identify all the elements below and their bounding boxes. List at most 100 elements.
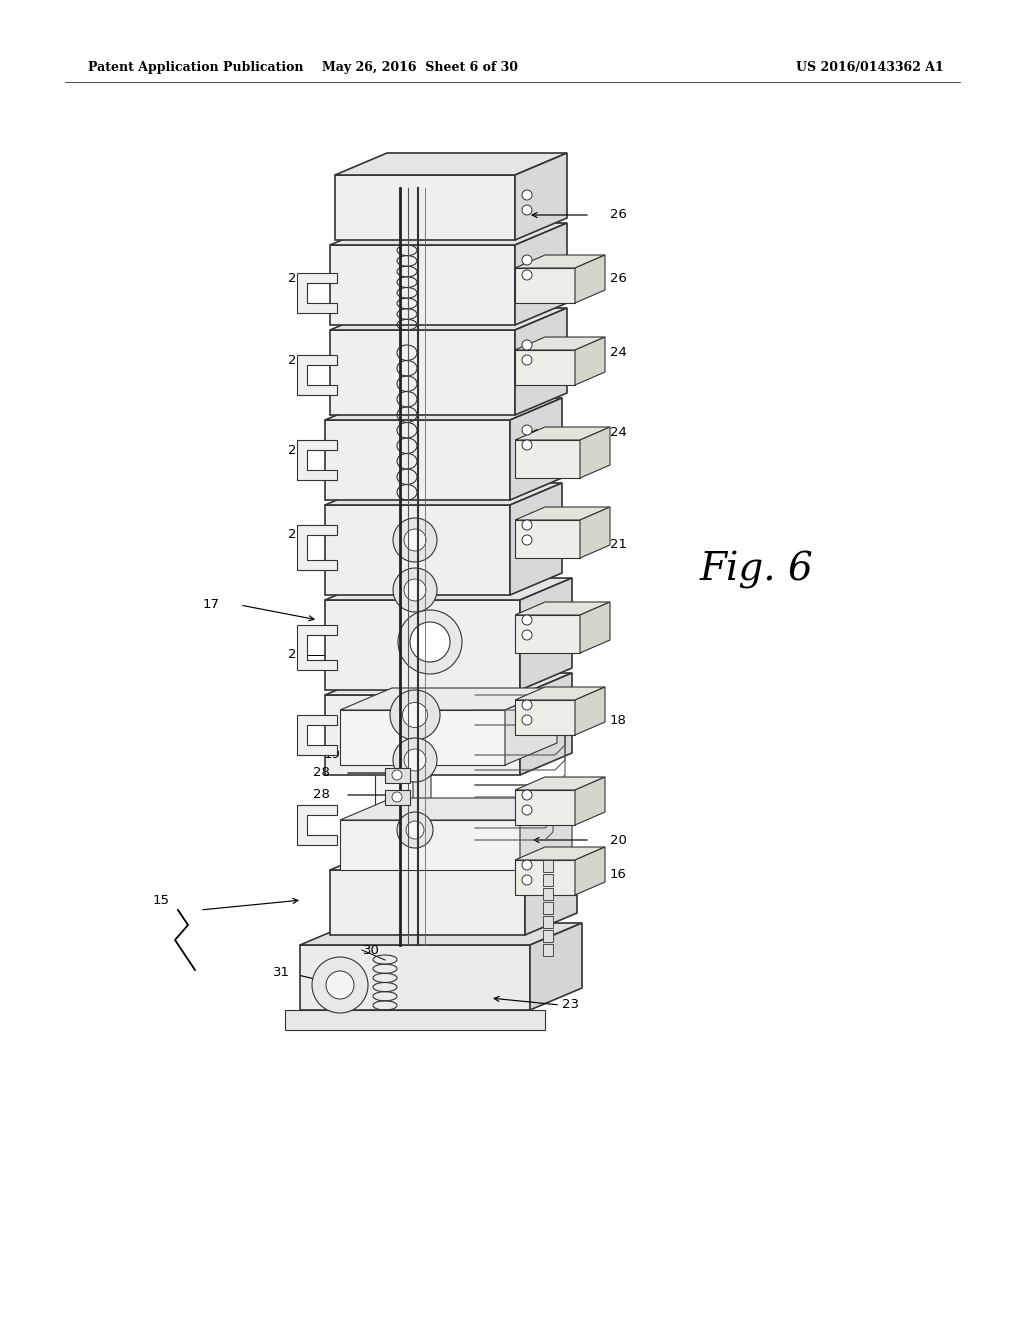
Circle shape: [404, 748, 426, 771]
Polygon shape: [330, 308, 567, 330]
Circle shape: [522, 190, 532, 201]
Polygon shape: [520, 578, 572, 690]
Circle shape: [392, 792, 402, 803]
Circle shape: [522, 715, 532, 725]
Polygon shape: [285, 1010, 545, 1030]
Circle shape: [522, 255, 532, 265]
Polygon shape: [297, 355, 337, 395]
Polygon shape: [515, 308, 567, 414]
Circle shape: [522, 520, 532, 531]
Circle shape: [393, 568, 437, 612]
Circle shape: [410, 622, 450, 663]
Polygon shape: [575, 847, 605, 895]
Text: 16: 16: [610, 869, 627, 882]
Polygon shape: [575, 337, 605, 385]
Circle shape: [522, 875, 532, 884]
Text: 25: 25: [288, 528, 305, 541]
Circle shape: [397, 812, 433, 847]
Polygon shape: [515, 507, 610, 520]
Circle shape: [398, 610, 462, 675]
Text: 21: 21: [610, 539, 627, 552]
Circle shape: [522, 341, 532, 350]
Polygon shape: [340, 820, 520, 870]
Text: 20: 20: [610, 833, 627, 846]
Polygon shape: [325, 578, 572, 601]
Polygon shape: [515, 426, 610, 440]
Polygon shape: [325, 673, 572, 696]
Circle shape: [522, 535, 532, 545]
Polygon shape: [575, 255, 605, 304]
Circle shape: [312, 957, 368, 1012]
Text: 18: 18: [610, 714, 627, 726]
Polygon shape: [515, 350, 575, 385]
Polygon shape: [515, 520, 580, 558]
Polygon shape: [520, 673, 572, 775]
Text: 23: 23: [562, 998, 579, 1011]
Polygon shape: [515, 223, 567, 325]
Text: Patent Application Publication: Patent Application Publication: [88, 62, 303, 74]
Text: 26: 26: [610, 272, 627, 285]
Polygon shape: [340, 710, 505, 766]
Polygon shape: [297, 624, 337, 671]
Circle shape: [522, 805, 532, 814]
Text: 28: 28: [313, 767, 330, 780]
Polygon shape: [297, 273, 337, 313]
Circle shape: [522, 440, 532, 450]
Polygon shape: [330, 330, 515, 414]
Polygon shape: [300, 945, 530, 1010]
Polygon shape: [297, 715, 337, 755]
Polygon shape: [505, 688, 557, 766]
Polygon shape: [340, 688, 557, 710]
Polygon shape: [325, 696, 520, 775]
Polygon shape: [543, 861, 553, 873]
Text: 19: 19: [324, 748, 340, 762]
Polygon shape: [330, 246, 515, 325]
Text: 27: 27: [288, 272, 305, 285]
Circle shape: [522, 355, 532, 366]
Circle shape: [393, 738, 437, 781]
Polygon shape: [325, 420, 510, 500]
Text: Fig. 6: Fig. 6: [700, 550, 814, 589]
Polygon shape: [530, 923, 582, 1010]
Circle shape: [392, 770, 402, 780]
Polygon shape: [413, 187, 431, 965]
Polygon shape: [385, 768, 410, 783]
Polygon shape: [543, 931, 553, 942]
Polygon shape: [515, 686, 605, 700]
Circle shape: [522, 861, 532, 870]
Polygon shape: [515, 602, 610, 615]
Polygon shape: [510, 483, 562, 595]
Polygon shape: [297, 805, 337, 845]
Polygon shape: [515, 789, 575, 825]
Polygon shape: [325, 601, 520, 690]
Polygon shape: [580, 507, 610, 558]
Polygon shape: [580, 426, 610, 478]
Polygon shape: [325, 506, 510, 595]
Polygon shape: [297, 525, 337, 570]
Polygon shape: [335, 176, 515, 240]
Polygon shape: [543, 888, 553, 900]
Circle shape: [522, 615, 532, 624]
Polygon shape: [510, 399, 562, 500]
Polygon shape: [300, 923, 582, 945]
Text: May 26, 2016  Sheet 6 of 30: May 26, 2016 Sheet 6 of 30: [322, 62, 518, 74]
Polygon shape: [575, 686, 605, 735]
Text: 27: 27: [288, 354, 305, 367]
Text: 25: 25: [288, 444, 305, 457]
Text: 26: 26: [610, 209, 627, 222]
Text: 24: 24: [610, 346, 627, 359]
Text: 22: 22: [288, 648, 305, 661]
Text: US 2016/0143362 A1: US 2016/0143362 A1: [796, 62, 944, 74]
Circle shape: [404, 579, 426, 601]
Polygon shape: [330, 223, 567, 246]
Text: 30: 30: [362, 944, 380, 957]
Polygon shape: [375, 187, 431, 195]
Polygon shape: [515, 153, 567, 240]
Circle shape: [522, 789, 532, 800]
Circle shape: [522, 205, 532, 215]
Polygon shape: [515, 268, 575, 304]
Polygon shape: [325, 399, 562, 420]
Polygon shape: [515, 700, 575, 735]
Circle shape: [402, 702, 427, 727]
Text: 17: 17: [203, 598, 220, 611]
